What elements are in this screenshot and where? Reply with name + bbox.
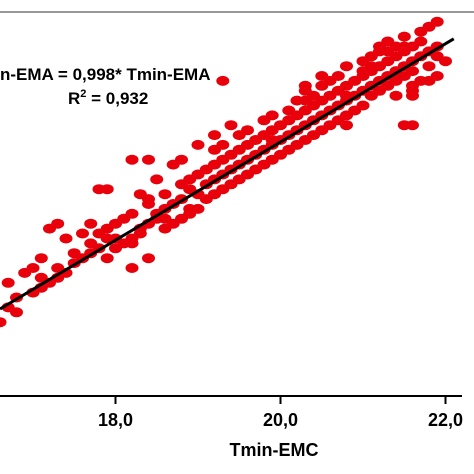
data-point [125,238,139,249]
data-point [340,90,353,101]
data-point [158,189,172,200]
x-tick-label: 22,0 [428,410,463,430]
data-point [439,56,452,67]
data-point [142,194,155,205]
data-point [67,248,81,259]
data-point [125,154,139,165]
data-point [216,139,230,150]
x-tick-label: 20,0 [263,410,298,430]
data-point [422,75,436,86]
data-point [430,16,444,27]
data-point [315,71,329,81]
data-point [307,90,320,101]
data-point [100,253,114,264]
data-point [422,61,436,72]
data-point [241,125,254,136]
data-point [76,228,89,239]
data-point [26,263,40,273]
data-point [389,75,403,86]
data-point [10,307,23,318]
x-ticks: 18,0 20,0 22,0 [98,396,463,430]
data-point [265,135,279,145]
data-point [51,218,65,229]
data-point [59,233,73,244]
data-point [191,139,205,150]
data-point [331,71,345,81]
data-point [125,263,139,273]
regression-line [0,37,455,311]
data-point [125,208,139,219]
data-point [216,75,230,86]
data-point [282,105,296,116]
data-point [34,272,48,283]
data-point [34,253,48,264]
data-point [142,253,155,264]
data-point [208,130,221,141]
data-point [414,36,428,47]
data-point [356,100,370,111]
x-axis-title: Tmin-EMC [230,440,319,460]
data-point [100,223,114,234]
data-point [397,31,411,42]
regression-equation: n-EMA = 0,998* Tmin-EMA [0,65,211,84]
data-point [298,80,312,91]
data-point [356,66,370,77]
data-point [397,41,411,52]
data-point [414,26,428,37]
r-squared-label: R2 = 0,932 [68,88,148,108]
data-point [84,238,98,249]
data-point [265,110,279,121]
data-point [100,184,114,195]
data-point [109,243,122,254]
data-point [142,154,155,165]
data-point [150,174,164,185]
data-point [381,46,395,57]
data-point [1,277,15,288]
data-point [340,120,353,131]
data-point [389,90,403,101]
data-point [0,317,7,328]
data-point [397,120,411,131]
x-tick-label: 18,0 [98,410,133,430]
data-point [224,120,238,131]
data-point [133,228,147,239]
data-point [340,61,353,72]
data-point [406,85,419,96]
data-point [84,218,98,229]
data-point [175,154,188,165]
data-point [183,208,197,219]
data-points [0,16,452,328]
